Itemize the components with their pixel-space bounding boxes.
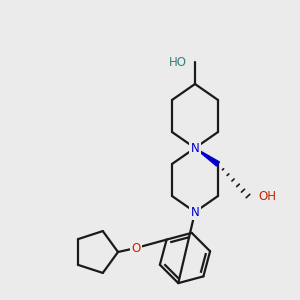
Text: N: N (190, 142, 200, 154)
Text: N: N (190, 206, 200, 218)
Text: N: N (190, 142, 200, 154)
Text: OH: OH (258, 190, 276, 202)
Text: O: O (131, 242, 141, 254)
Text: HO: HO (169, 56, 187, 68)
Polygon shape (195, 148, 219, 166)
